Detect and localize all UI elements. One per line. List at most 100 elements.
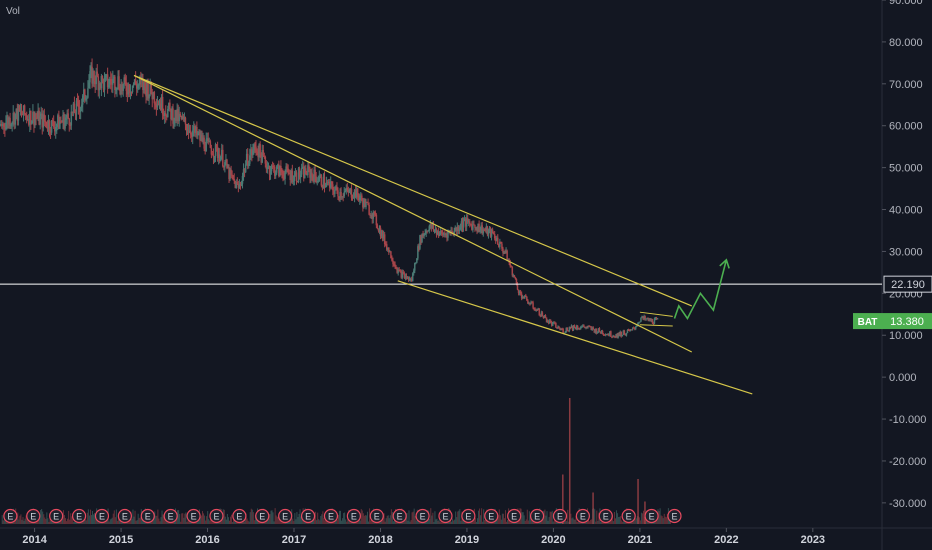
candle-body	[54, 126, 57, 132]
volume-bar	[572, 517, 574, 524]
volume-bar	[185, 512, 187, 524]
volume-bar	[622, 521, 624, 524]
candle-body	[566, 327, 569, 331]
candle-body	[138, 84, 140, 86]
candle-body	[637, 323, 639, 326]
candle-body	[609, 331, 611, 336]
candle-body	[73, 103, 76, 113]
volume-bar	[89, 509, 91, 524]
candle-body	[492, 233, 495, 235]
candle-body	[133, 79, 136, 85]
volume-bar	[384, 521, 386, 524]
candle-body	[274, 172, 277, 176]
candle-body	[224, 162, 226, 168]
candle-body	[261, 149, 263, 163]
volume-bar	[86, 512, 88, 524]
volume-bar	[521, 512, 523, 524]
volume-bar	[361, 510, 363, 524]
candle-body	[343, 192, 345, 197]
volume-bar	[638, 517, 640, 524]
candle-body	[6, 117, 8, 123]
volume-bar	[530, 520, 532, 524]
volume-bar	[160, 517, 162, 524]
candle-body	[94, 80, 96, 85]
volume-bar	[391, 512, 393, 524]
earnings-marker-label: E	[442, 512, 448, 522]
candle-body	[640, 318, 642, 322]
volume-bar	[207, 511, 209, 524]
candle-body	[491, 229, 494, 234]
volume-bar	[25, 515, 27, 524]
candle-body	[608, 333, 610, 336]
candle-body	[561, 329, 563, 331]
volume-bar	[434, 511, 436, 524]
candle-body	[314, 169, 316, 177]
earnings-marker-label: E	[534, 512, 540, 522]
y-tick-label: 10.000	[889, 330, 923, 342]
volume-bar	[270, 510, 272, 524]
volume-bar	[318, 519, 320, 524]
volume-bar	[617, 513, 619, 524]
candle-body	[584, 326, 586, 329]
volume-bar	[3, 515, 5, 524]
candle-body	[213, 156, 216, 158]
volume-bar	[157, 509, 159, 524]
candle-body	[244, 164, 247, 173]
candle-body	[203, 137, 205, 149]
volume-bar	[484, 519, 486, 524]
volume-bar	[315, 511, 317, 524]
candle-body	[371, 214, 373, 219]
candle-body	[390, 251, 392, 259]
candle-body	[572, 325, 575, 330]
volume-bar	[1, 515, 3, 524]
candle-body	[208, 141, 211, 143]
candle-body	[587, 325, 589, 328]
candle-body	[498, 244, 500, 247]
volume-bar	[18, 519, 20, 524]
volume-bar	[501, 513, 503, 524]
candle-body	[459, 227, 462, 230]
volume-bar	[665, 517, 667, 524]
volume-bar	[81, 521, 83, 524]
volume-bar	[439, 521, 441, 524]
candle-body	[276, 166, 278, 173]
candle-body	[149, 82, 151, 95]
candle-body	[433, 229, 436, 231]
x-tick-label: 2016	[195, 534, 219, 546]
candle-body	[345, 188, 348, 192]
volume-bar	[267, 517, 269, 524]
candle-body	[64, 120, 66, 129]
candle-body	[249, 155, 251, 164]
volume-bar	[406, 512, 408, 524]
earnings-marker	[552, 508, 568, 524]
candle-body	[318, 176, 321, 181]
candle-body	[182, 116, 185, 119]
volume-bar	[70, 513, 72, 524]
candle-body	[517, 289, 520, 294]
volume-bar	[589, 521, 591, 524]
candle-body	[615, 334, 617, 338]
candle-body	[175, 110, 177, 121]
candle-body	[81, 95, 84, 105]
candle-body	[399, 270, 401, 272]
candle-body	[582, 325, 584, 327]
candle-body	[411, 273, 414, 282]
volume-bar	[410, 520, 412, 524]
candle-body	[154, 103, 157, 105]
volume-bar	[415, 520, 417, 524]
candle-body	[246, 153, 249, 166]
earnings-marker	[575, 508, 590, 524]
candle-body	[187, 130, 190, 133]
volume-bar	[93, 514, 95, 524]
volume-bar	[156, 515, 158, 524]
candle-body	[179, 113, 182, 116]
candle-body	[338, 196, 340, 199]
volume-bar	[2, 520, 4, 524]
volume-bar	[452, 518, 454, 524]
volume-bar	[87, 509, 89, 524]
volume-bar	[316, 520, 318, 524]
earnings-marker-label: E	[213, 512, 219, 522]
volume-bar	[298, 513, 300, 524]
